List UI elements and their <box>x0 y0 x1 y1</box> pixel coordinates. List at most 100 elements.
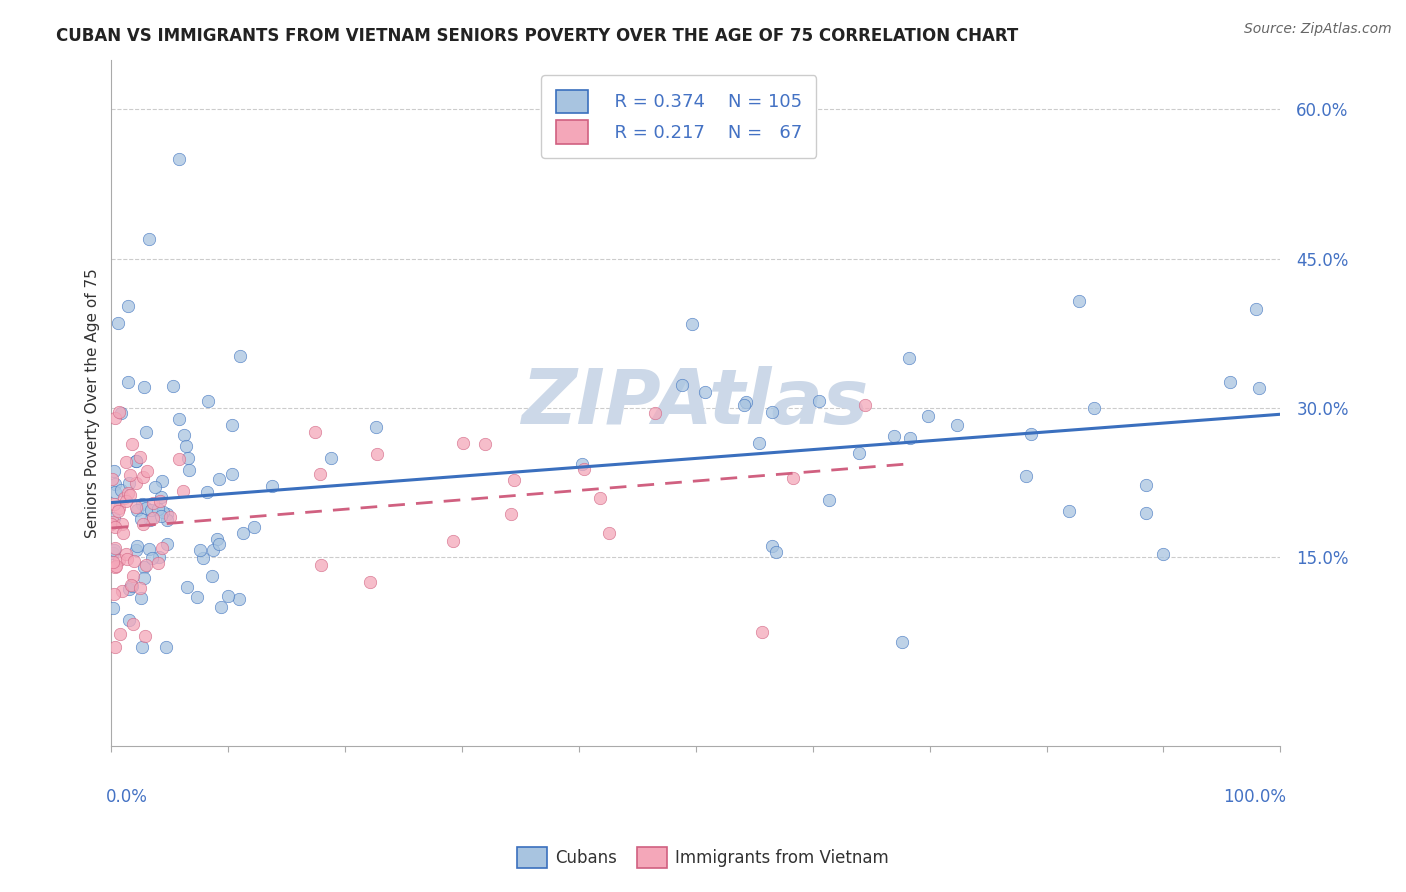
Point <box>103 555 125 569</box>
Point <box>103 510 125 524</box>
Point <box>169 412 191 426</box>
Point <box>138 542 160 557</box>
Point <box>200 568 222 582</box>
Point <box>359 574 381 589</box>
Point <box>202 543 225 558</box>
Point <box>111 516 134 531</box>
Point <box>156 513 179 527</box>
Point <box>177 451 200 466</box>
Point <box>177 463 200 477</box>
Point <box>101 516 124 530</box>
Point <box>693 384 716 399</box>
Point <box>1015 468 1038 483</box>
Point <box>121 437 143 451</box>
Point <box>110 627 132 641</box>
Point <box>103 464 125 478</box>
Point <box>221 418 243 433</box>
Point <box>142 511 165 525</box>
Point <box>124 500 146 514</box>
Point <box>125 453 148 467</box>
Point <box>135 425 157 440</box>
Point <box>104 484 127 499</box>
Point <box>228 591 250 606</box>
Point <box>1135 506 1157 520</box>
Point <box>853 398 876 412</box>
Point <box>124 454 146 468</box>
Point <box>148 556 170 570</box>
Point <box>141 551 163 566</box>
Point <box>112 491 135 506</box>
Point <box>228 349 250 363</box>
Text: 100.0%: 100.0% <box>1223 788 1286 805</box>
Point <box>304 425 326 440</box>
Point <box>104 560 127 574</box>
Point <box>117 486 139 500</box>
Point <box>262 479 284 493</box>
Point <box>100 517 122 532</box>
Point <box>1244 301 1267 316</box>
Point <box>172 483 194 498</box>
Point <box>197 393 219 408</box>
Point <box>131 640 153 654</box>
Point <box>118 582 141 596</box>
Point <box>207 533 229 547</box>
Point <box>159 509 181 524</box>
Point <box>499 507 522 521</box>
Point <box>103 543 125 558</box>
Point <box>644 406 666 420</box>
Text: CUBAN VS IMMIGRANTS FROM VIETNAM SENIORS POVERTY OVER THE AGE OF 75 CORRELATION : CUBAN VS IMMIGRANTS FROM VIETNAM SENIORS… <box>56 27 1018 45</box>
Point <box>156 537 179 551</box>
Point <box>103 541 125 555</box>
Point <box>112 525 135 540</box>
Point <box>451 436 474 450</box>
Point <box>136 464 159 478</box>
Point <box>1019 426 1042 441</box>
Point <box>808 394 831 409</box>
Point <box>1219 375 1241 389</box>
Point <box>103 587 125 601</box>
Point <box>671 377 693 392</box>
Point <box>208 537 231 551</box>
Point <box>101 600 124 615</box>
Point <box>142 496 165 510</box>
Point <box>502 474 524 488</box>
Point <box>129 512 152 526</box>
Point <box>117 375 139 389</box>
Point <box>104 640 127 654</box>
Point <box>108 553 131 567</box>
Point <box>132 470 155 484</box>
Point <box>1152 547 1174 561</box>
Point <box>115 494 138 508</box>
Point <box>107 316 129 330</box>
Point <box>221 467 243 481</box>
Point <box>118 476 141 491</box>
Point <box>571 458 593 472</box>
Point <box>761 405 783 419</box>
Point <box>134 629 156 643</box>
Point <box>818 493 841 508</box>
Point <box>138 232 160 246</box>
Point <box>186 591 208 605</box>
Point <box>734 395 756 409</box>
Point <box>122 569 145 583</box>
Point <box>141 503 163 517</box>
Point <box>311 558 333 573</box>
Point <box>132 380 155 394</box>
Point <box>105 558 128 573</box>
Point <box>174 439 197 453</box>
Point <box>1083 401 1105 416</box>
Point <box>1057 504 1080 518</box>
Legend: Cubans, Immigrants from Vietnam: Cubans, Immigrants from Vietnam <box>510 840 896 875</box>
Point <box>364 419 387 434</box>
Point <box>118 613 141 627</box>
Point <box>115 552 138 566</box>
Point <box>748 435 770 450</box>
Point <box>120 488 142 502</box>
Point <box>108 405 131 419</box>
Text: ZIPAtlas: ZIPAtlas <box>522 366 869 440</box>
Point <box>208 471 231 485</box>
Point <box>162 378 184 392</box>
Point <box>103 496 125 510</box>
Point <box>232 526 254 541</box>
Point <box>217 589 239 603</box>
